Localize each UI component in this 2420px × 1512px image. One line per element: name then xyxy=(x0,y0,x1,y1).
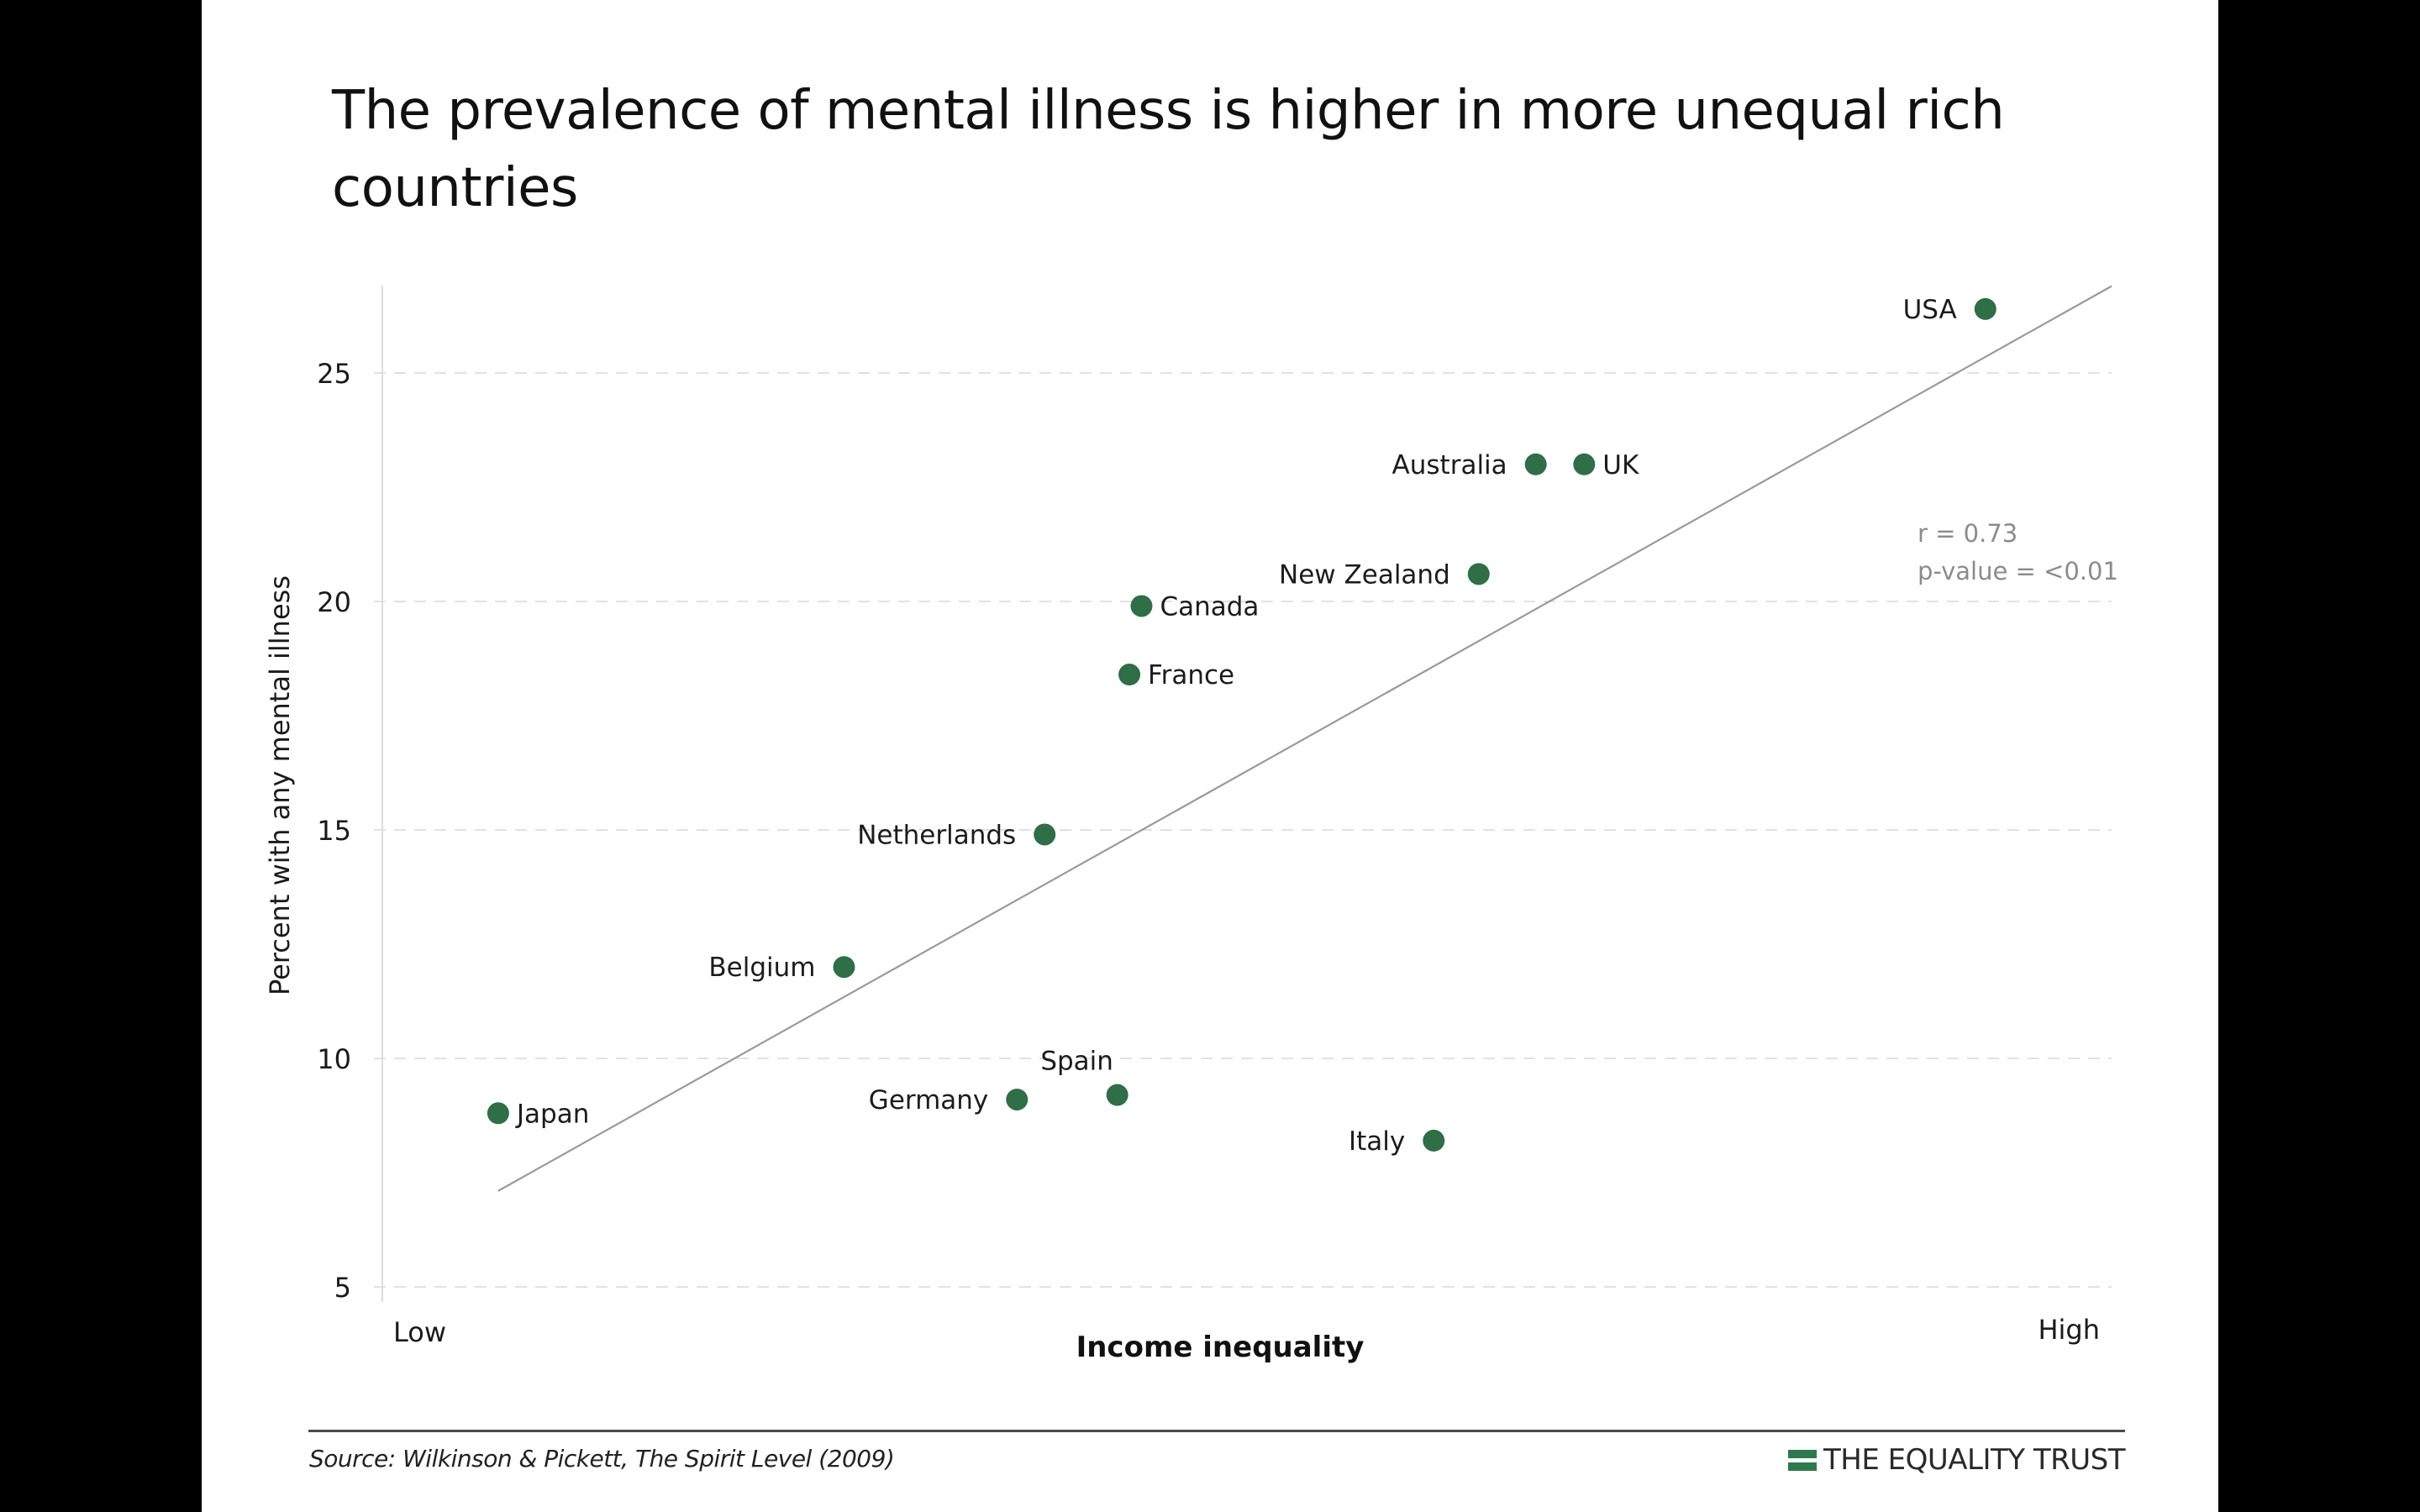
trendline xyxy=(497,285,2112,1192)
point-japan xyxy=(487,1102,509,1125)
y-tick-label: 10 xyxy=(317,1043,351,1075)
point-label-italy: Italy xyxy=(1349,1126,1405,1157)
equality-trust-logo: THE EQUALITY TRUST xyxy=(1788,1443,2125,1477)
point-uk xyxy=(1573,453,1596,475)
point-label-uk: UK xyxy=(1602,450,1639,480)
x-axis-title: Income inequality xyxy=(1076,1331,1365,1364)
gridlines xyxy=(374,372,2112,1288)
point-label-france: France xyxy=(1148,660,1234,690)
source-citation: Source: Wilkinson & Pickett, The Spirit … xyxy=(309,1445,895,1473)
scatter-chart: 5 10 15 20 25 Percent with any mental illnes… xyxy=(264,285,2118,1364)
y-tick-labels: 5 10 15 20 25 xyxy=(317,358,351,1304)
point-australia xyxy=(1524,453,1547,475)
point-new-zealand xyxy=(1467,563,1490,585)
equals-sign-icon xyxy=(1788,1449,1818,1471)
data-points: USA Australia UK New Zealand Canada France Net… xyxy=(487,295,1996,1157)
y-axis-title: Percent with any mental illness xyxy=(264,575,296,995)
slide: The prevalence of mental illness is high… xyxy=(202,0,2218,1512)
point-label-spain: Spain xyxy=(1040,1047,1113,1077)
point-usa xyxy=(1974,297,1996,320)
x-axis-low-label: Low xyxy=(393,1316,446,1348)
y-tick-label: 5 xyxy=(334,1272,351,1304)
y-tick-label: 15 xyxy=(317,815,351,847)
point-germany xyxy=(1006,1088,1028,1110)
point-label-canada: Canada xyxy=(1160,591,1259,622)
x-axis-high-label: High xyxy=(2038,1314,2100,1346)
y-tick-label: 20 xyxy=(317,586,351,618)
point-spain xyxy=(1106,1084,1128,1106)
point-label-usa: USA xyxy=(1903,295,1957,325)
point-label-japan: Japan xyxy=(515,1099,589,1129)
correlation-annotation: r = 0.73 xyxy=(1918,519,2018,548)
point-netherlands xyxy=(1034,823,1056,846)
point-france xyxy=(1118,664,1141,686)
chart-title: The prevalence of mental illness is high… xyxy=(332,80,2005,219)
point-label-belgium: Belgium xyxy=(708,953,815,983)
point-label-australia: Australia xyxy=(1392,450,1507,480)
point-italy xyxy=(1423,1129,1445,1152)
y-tick-label: 25 xyxy=(317,358,351,390)
point-label-new-zealand: New Zealand xyxy=(1279,559,1450,590)
logo-text: THE EQUALITY TRUST xyxy=(1823,1443,2125,1477)
point-label-netherlands: Netherlands xyxy=(857,820,1016,850)
point-label-germany: Germany xyxy=(869,1085,988,1116)
point-belgium xyxy=(833,956,855,979)
point-canada xyxy=(1130,595,1153,617)
footer-divider xyxy=(308,1430,2125,1432)
p-value-annotation: p-value = <0.01 xyxy=(1918,557,2118,585)
